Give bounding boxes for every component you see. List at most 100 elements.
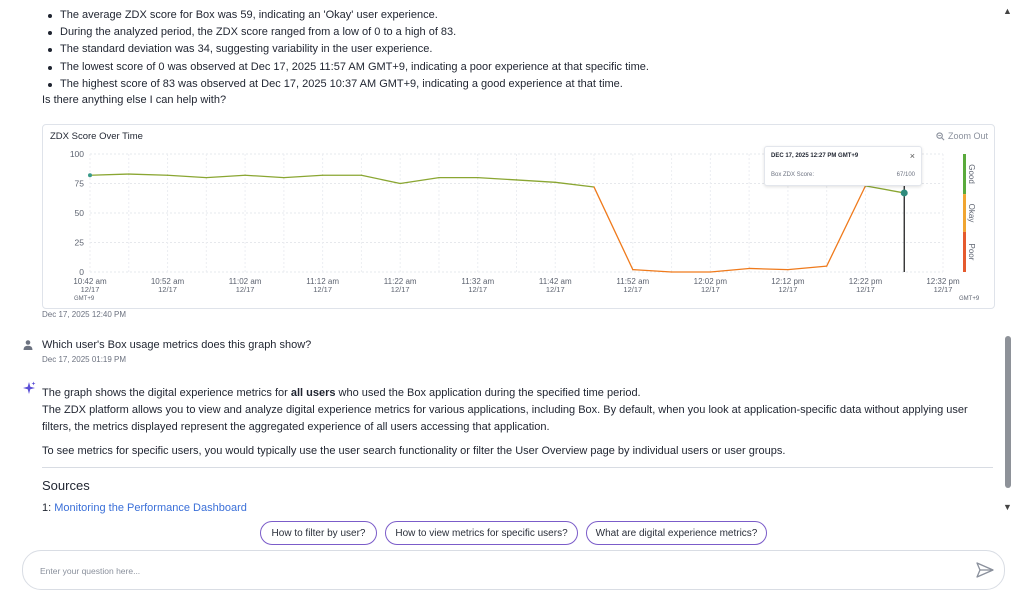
summary-bullet: During the analyzed period, the ZDX scor… [44,24,649,41]
score-band-label: Good [967,164,976,184]
ai-sparkle-icon [23,381,36,394]
x-tick-label: 11:22 am [384,277,417,286]
data-point [88,173,92,178]
x-tick-label: 12/17 [701,285,720,294]
x-tick-label: 12/17 [779,285,798,294]
series-line-segment [244,174,285,179]
tooltip-date: DEC 17, 2025 12:27 PM GMT+9 [771,153,859,159]
score-band-label: Okay [967,204,976,223]
divider [42,467,993,468]
x-tick-label: 12/17 [856,285,875,294]
series-line-segment [787,265,828,271]
x-tick-label: 12/17 [546,285,565,294]
x-tick-label: 12/17 [81,285,100,294]
score-band-bar [963,154,966,195]
answer-body: The graph shows the digital experience m… [42,385,997,460]
sources-heading: Sources [42,478,90,493]
answer-emphasis: all users [290,387,336,399]
x-tick-label: 11:32 am [461,277,494,286]
x-tick-label: 12:22 pm [849,277,883,286]
series-line-segment [826,185,867,267]
answer-text: who used the Box application during the … [335,387,641,399]
answer-text: The graph shows the digital experience m… [42,387,291,399]
message-timestamp: Dec 17, 2025 12:40 PM [42,310,127,319]
series-line-segment [748,267,789,271]
series-line-segment [166,174,207,179]
zoom-out-icon [936,131,945,140]
source-item: 1: Monitoring the Performance Dashboard [42,502,247,514]
x-tick-label: 12/17 [313,285,332,294]
series-line-segment [89,173,130,176]
y-tick-label: 50 [75,208,85,218]
summary-bullet: The standard deviation was 34, suggestin… [44,41,649,58]
series-line-segment [360,174,401,185]
x-tick-label: 10:52 am [151,277,185,286]
score-band-bar [963,194,966,232]
x-tick-label: 11:12 am [306,277,339,286]
followup-text: Is there anything else I can help with? [42,94,227,106]
series-line-segment [554,181,595,188]
scrollbar[interactable]: ▲ ▼ [1003,6,1013,516]
x-tick-label: 11:42 am [539,277,572,286]
summary-bullet-list: The average ZDX score for Box was 59, in… [44,7,649,93]
tooltip-label: Box ZDX Score: [771,172,815,178]
scrollbar-thumb[interactable] [1005,336,1011,488]
series-line-segment [593,186,634,271]
scroll-up-icon[interactable]: ▲ [1003,6,1012,16]
suggestion-chip[interactable]: What are digital experience metrics? [586,521,767,545]
hover-point [900,189,908,197]
suggestion-chip[interactable]: How to view metrics for specific users? [385,521,578,545]
answer-paragraph: The graph shows the digital experience m… [42,385,997,402]
series-line-segment [515,179,556,183]
y-tick-label: 75 [75,179,85,189]
source-number: 1: [42,502,52,514]
series-line-segment [128,173,169,176]
summary-bullet: The average ZDX score for Box was 59, in… [44,7,649,24]
y-tick-label: 100 [70,149,84,159]
chart-title: ZDX Score Over Time [50,131,143,142]
series-line-segment [205,174,246,179]
zdx-score-chart: ZDX Score Over Time Zoom Out 0 25 50 75 100 1… [42,124,995,309]
summary-bullet: The lowest score of 0 was observed at De… [44,59,649,76]
x-tick-label: 12:12 pm [771,277,805,286]
x-tick-label: 12/17 [934,285,953,294]
user-icon [23,340,33,350]
scroll-down-icon[interactable]: ▼ [1003,502,1012,512]
x-tick-label: 12/17 [236,285,255,294]
x-tick-label: 11:52 am [616,277,649,286]
suggestion-chip[interactable]: How to filter by user? [260,521,377,545]
chart-tooltip: DEC 17, 2025 12:27 PM GMT+9 × Box ZDX Sc… [764,146,922,186]
zoom-out-label: Zoom Out [947,131,988,141]
x-tick-label: 11:02 am [229,277,262,286]
zoom-out-button[interactable]: Zoom Out [936,131,988,141]
timezone-label: GMT+9 [74,296,95,302]
x-tick-label: 12/17 [468,285,487,294]
tooltip-close-button[interactable]: × [909,151,915,161]
answer-paragraph: To see metrics for specific users, you w… [42,445,786,457]
tooltip-value: 67/100 [896,172,915,178]
y-tick-label: 25 [75,238,85,248]
series-line-segment [864,185,905,194]
question-input[interactable] [38,561,942,581]
series-line-segment [709,267,750,273]
x-tick-label: 12/17 [623,285,642,294]
question-input-box [22,550,1005,590]
send-icon[interactable] [976,562,994,578]
series-line-segment [283,174,324,179]
score-band-bar [963,231,966,272]
series-line-segment [399,176,440,185]
score-band-label: Poor [967,243,976,260]
x-tick-label: 12/17 [158,285,177,294]
question-text: Which user's Box usage metrics does this… [42,339,312,351]
timezone-label: GMT+9 [959,296,980,302]
answer-paragraph: The ZDX platform allows you to view and … [42,404,968,433]
series-line-segment [477,176,518,181]
summary-bullet: The highest score of 83 was observed at … [44,76,649,93]
x-tick-label: 10:42 am [73,277,107,286]
x-tick-label: 12:02 pm [694,277,728,286]
series-line-segment [632,268,673,273]
y-tick-label: 0 [79,267,84,277]
source-link[interactable]: Monitoring the Performance Dashboard [54,502,247,514]
question-timestamp: Dec 17, 2025 01:19 PM [42,355,127,364]
